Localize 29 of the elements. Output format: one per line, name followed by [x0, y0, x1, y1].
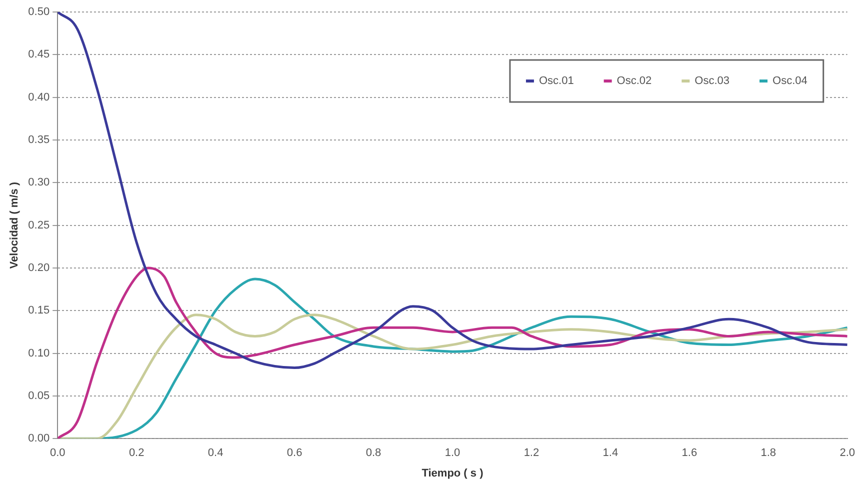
y-tick-label: 0.35 [28, 134, 50, 146]
y-tick-label: 0.45 [28, 48, 50, 61]
legend-label: Osc.02 [616, 75, 652, 88]
x-tick-label: 0.6 [286, 447, 302, 460]
y-tick-label: 0.05 [28, 390, 50, 402]
x-tick-label: 1.8 [760, 447, 776, 460]
y-tick-label: 0.25 [28, 219, 50, 232]
y-tick-label: 0.30 [28, 176, 50, 189]
x-tick-label: 1.0 [444, 447, 460, 460]
line-series [58, 12, 848, 370]
legend-label: Osc.01 [538, 75, 574, 88]
x-tick-label: 2.0 [840, 447, 856, 460]
y-tick-label: 0.00 [28, 432, 50, 445]
x-tick-label: 0.4 [208, 447, 224, 460]
y-tick-label: 0.20 [28, 262, 50, 274]
y-tick-label: 0.50 [28, 6, 50, 18]
x-tick-label: 0.0 [50, 447, 66, 460]
y-tick-label: 0.15 [28, 304, 50, 317]
legend-label: Osc.03 [694, 75, 730, 88]
y-axis-title: Velocidad ( m/s ) [8, 182, 21, 269]
legend-label: Osc.04 [772, 75, 808, 88]
y-tick-label: 0.40 [28, 91, 50, 104]
y-tick-label: 0.10 [28, 347, 50, 360]
x-tick-label: 1.2 [524, 447, 540, 460]
x-tick-label: 1.4 [602, 447, 618, 460]
x-tick-label: 0.2 [128, 447, 144, 460]
x-axis-title: Tiempo ( s ) [422, 467, 484, 480]
x-tick-label: 0.8 [366, 447, 382, 460]
x-tick-label: 1.6 [682, 447, 698, 460]
